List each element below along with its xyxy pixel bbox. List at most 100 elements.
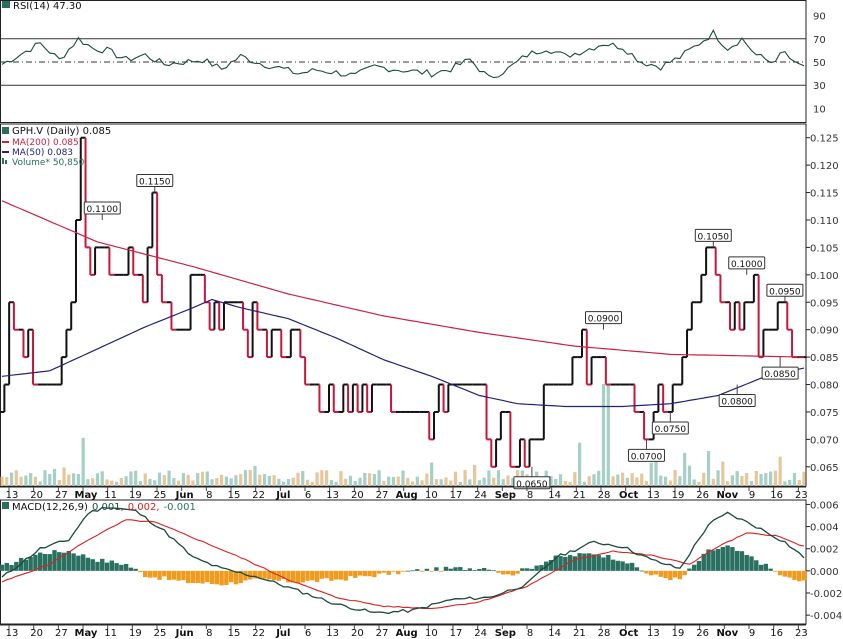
volume-bar [172, 478, 176, 486]
volume-bar [286, 478, 291, 486]
volume-bar [802, 471, 806, 486]
macd-x-tick-label: 21 [573, 628, 586, 639]
macd-histogram-bar [434, 567, 439, 571]
macd-hist-value: -0.001 [164, 502, 196, 513]
macd-histogram-bar [171, 570, 177, 580]
volume-bar [601, 384, 606, 486]
macd-histogram-bar [410, 570, 415, 572]
macd-histogram-bar [486, 569, 492, 571]
macd-histogram-bar [381, 570, 387, 573]
macd-histogram-bar [233, 570, 239, 585]
volume-bar [391, 476, 396, 486]
volume-bar [62, 467, 66, 486]
macd-histogram-bar [219, 570, 224, 586]
price-x-tick-label: 27 [376, 490, 389, 501]
macd-histogram-bar [429, 570, 434, 572]
volume-bar [597, 470, 601, 486]
macd-histogram-bar [801, 570, 807, 581]
macd-histogram-bar [415, 569, 420, 571]
macd-x-tick-label: 8 [206, 628, 212, 639]
price-x-tick-label: 6 [305, 490, 311, 501]
macd-histogram-bar [391, 570, 396, 572]
price-callout-label: 0.0700 [631, 452, 663, 462]
volume-bar [434, 479, 439, 486]
macd-histogram-bar [696, 560, 702, 571]
volume-bar [444, 477, 448, 486]
macd-x-tick-label: Oct [619, 628, 638, 639]
volume-bar [582, 481, 587, 486]
price-x-tick-label: 25 [154, 490, 167, 501]
macd-histogram-bar [682, 570, 687, 576]
macd-histogram-bar [28, 557, 33, 571]
volume-bar [81, 437, 85, 486]
macd-histogram-bar [644, 570, 649, 574]
macd-histogram-bar [625, 563, 630, 571]
macd-histogram-bar [338, 570, 344, 580]
macd-x-tick-label: 27 [376, 628, 389, 639]
volume-bar [14, 470, 18, 486]
volume-bar [320, 470, 324, 486]
volume-bar [740, 476, 744, 486]
macd-x-tick-label: 9 [749, 628, 755, 639]
macd-histogram-bar [238, 570, 243, 584]
price-callout-label: 0.0800 [721, 398, 753, 408]
price-x-tick-label: Oct [619, 490, 638, 501]
macd-signal-line [1, 519, 805, 610]
volume-bar [420, 480, 424, 486]
price-tick-label: 0.080 [810, 381, 839, 392]
macd-x-tick-label: 14 [548, 628, 561, 639]
macd-x-tick-label: 22 [252, 628, 265, 639]
price-x-tick-label: Jun [175, 490, 194, 501]
macd-x-tick-label: 13 [326, 628, 339, 639]
macd-tick-label: -0.004 [810, 611, 842, 622]
volume-bar [558, 474, 563, 486]
volume-bar [768, 471, 773, 486]
rsi-legend: RSI(14) 47.30 [2, 1, 82, 12]
macd-histogram-bar [257, 570, 262, 579]
macd-histogram-bar [744, 554, 749, 571]
volume-bar [506, 475, 510, 486]
macd-histogram-bar [529, 568, 535, 571]
volume-bar [348, 475, 353, 486]
macd-histogram-bar [481, 567, 487, 571]
macd-histogram-bar [572, 556, 578, 571]
macd-histogram-bar [300, 570, 305, 583]
macd-histogram-bar [739, 551, 745, 571]
volume-bar [635, 477, 639, 486]
volume-bar [563, 480, 567, 486]
volume-bar [148, 478, 152, 486]
ma200-legend-label: MA(200) 0.085 [12, 138, 79, 148]
macd-histogram-bar [147, 570, 153, 578]
macd-tick-label: 0.000 [810, 567, 839, 578]
price-callout-box [83, 201, 121, 215]
macd-x-tick-label: 20 [30, 628, 43, 639]
macd-histogram-bar [620, 561, 625, 571]
volume-bar [778, 456, 782, 486]
volume-bar [735, 471, 739, 486]
volume-bar [687, 465, 692, 486]
price-tick-label: 0.085 [810, 353, 839, 364]
volume-bar [57, 479, 61, 486]
macd-histogram-bar [329, 570, 334, 581]
price-callout-label: 0.0900 [588, 315, 620, 325]
macd-histogram-bar [305, 570, 310, 581]
price-tick-label: 0.065 [810, 463, 839, 474]
rsi-line [1, 29, 805, 79]
macd-tick-label: 0.006 [810, 500, 839, 511]
macd-histogram-bar [262, 570, 267, 579]
volume-bar [210, 479, 214, 486]
volume-bar [401, 470, 405, 486]
macd-histogram-bar [491, 570, 496, 572]
volume-bar [439, 479, 443, 486]
macd-x-tick-label: 16 [770, 628, 783, 639]
price-x-tick-label: 21 [573, 490, 586, 501]
price-callout-label: 0.1000 [731, 260, 763, 270]
macd-histogram-bar [200, 570, 205, 584]
macd-histogram-bar [768, 568, 773, 571]
macd-histogram-bar [634, 567, 640, 571]
macd-histogram-bar [692, 564, 697, 571]
price-callout-box [728, 256, 766, 270]
volume-bar [358, 477, 362, 486]
macd-x-tick-label: 11 [104, 628, 117, 639]
volume-bar [52, 468, 57, 486]
